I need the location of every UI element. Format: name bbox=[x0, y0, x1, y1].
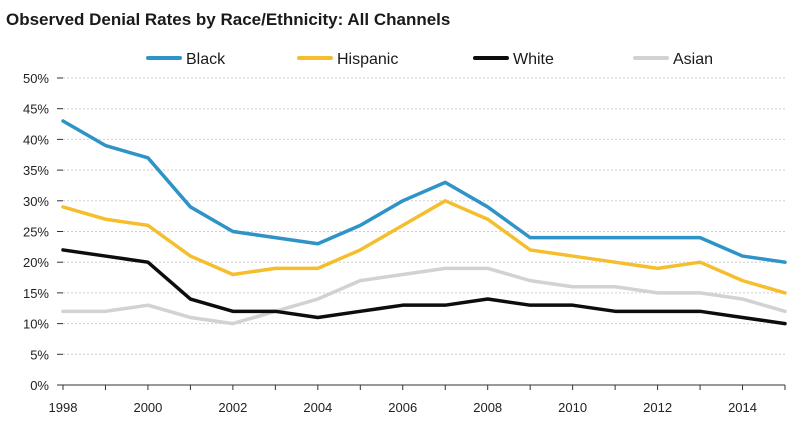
x-tick-label: 2014 bbox=[728, 400, 757, 415]
legend-label-white: White bbox=[513, 51, 554, 68]
x-tick-label: 2004 bbox=[303, 400, 332, 415]
series-line-asian bbox=[61, 266, 787, 326]
legend-label-hispanic: Hispanic bbox=[337, 51, 398, 68]
y-tick-label: 20% bbox=[23, 255, 49, 270]
y-tick-label: 30% bbox=[23, 194, 49, 209]
series-line-black bbox=[61, 119, 787, 264]
y-tick-labels: 0% 5% 10% 15% 20% 25% 30% 35% 40% 45% 50% bbox=[23, 71, 49, 393]
y-tick-label: 15% bbox=[23, 286, 49, 301]
legend-label-black: Black bbox=[186, 51, 226, 68]
x-tick-label: 2000 bbox=[133, 400, 162, 415]
y-tick-label: 5% bbox=[30, 347, 49, 362]
y-tick-label: 0% bbox=[30, 378, 49, 393]
x-tick-label: 2010 bbox=[558, 400, 587, 415]
x-tick-label: 2002 bbox=[218, 400, 247, 415]
chart-title: Observed Denial Rates by Race/Ethnicity:… bbox=[6, 10, 450, 29]
legend-label-asian: Asian bbox=[673, 51, 713, 68]
x-tick-label: 2006 bbox=[388, 400, 417, 415]
series-line-white bbox=[61, 248, 787, 326]
legend: Black Hispanic White Asian bbox=[146, 51, 713, 68]
x-tick-label: 2008 bbox=[473, 400, 502, 415]
y-tick-label: 40% bbox=[23, 132, 49, 147]
series-lines bbox=[61, 119, 787, 326]
y-tick-label: 25% bbox=[23, 225, 49, 240]
x-tick-labels: 1998 2000 2002 2004 2006 2008 2010 2012 2014 bbox=[49, 400, 757, 415]
y-tick-label: 45% bbox=[23, 102, 49, 117]
x-tick-label: 1998 bbox=[49, 400, 78, 415]
x-tick-label: 2012 bbox=[643, 400, 672, 415]
y-tick-label: 35% bbox=[23, 163, 49, 178]
y-tick-label: 10% bbox=[23, 317, 49, 332]
series-line-hispanic bbox=[61, 199, 787, 295]
axes bbox=[57, 77, 786, 390]
y-tick-label: 50% bbox=[23, 71, 49, 86]
